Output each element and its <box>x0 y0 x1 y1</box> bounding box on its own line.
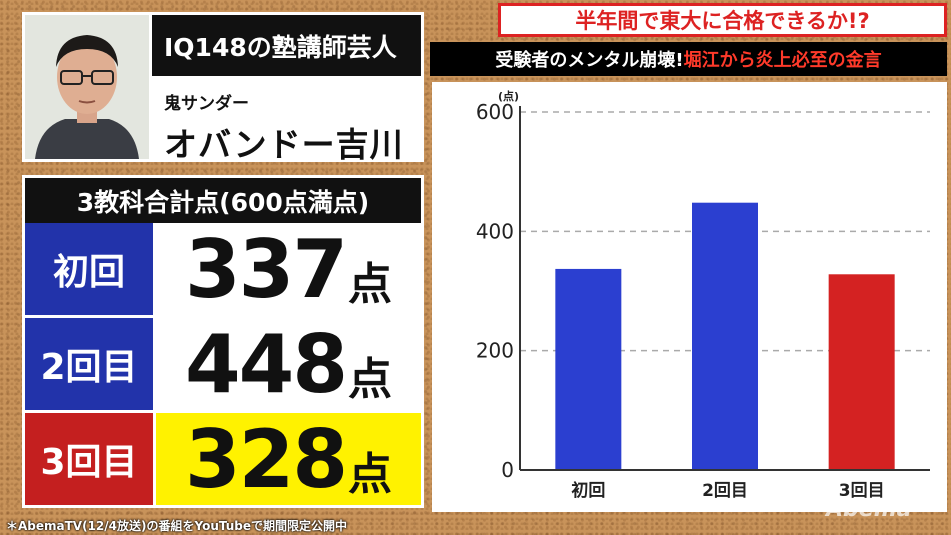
headline-sub-white: 受験者のメンタル崩壊! <box>495 50 684 71</box>
profile-name: オバンドー吉川 <box>164 125 404 164</box>
score-row-3: 3回目 328 点 <box>22 413 424 508</box>
score-table-header: 3教科合計点(600点満点) <box>22 175 424 223</box>
score-row-2: 2回目 448 点 <box>22 318 424 413</box>
score-unit: 点 <box>348 449 392 500</box>
score-number: 328 <box>185 412 348 506</box>
score-number: 337 <box>185 222 348 316</box>
profile-title: IQ148の塾講師芸人 <box>152 12 424 76</box>
y-tick-label: 400 <box>476 219 514 243</box>
score-number: 448 <box>185 317 348 411</box>
score-unit: 点 <box>348 354 392 405</box>
footer-note: ＊AbemaTV(12/4放送)の番組をYouTubeで期間限定公開中 <box>6 519 348 533</box>
y-tick-label: 600 <box>476 100 514 124</box>
x-tick-label: 初回 <box>571 480 605 501</box>
score-row-label: 2回目 <box>25 318 156 410</box>
score-row-value: 448 点 <box>156 317 421 411</box>
score-unit: 点 <box>348 259 392 310</box>
x-tick-label: 3回目 <box>839 481 885 501</box>
x-tick-label: 2回目 <box>702 481 748 501</box>
headline-main: 半年間で東大に合格できるか!? <box>498 3 947 37</box>
headline-sub: 受験者のメンタル崩壊! 堀江から炎上必至の金言 <box>430 42 947 76</box>
y-tick-label: 0 <box>501 458 514 482</box>
presenter-photo <box>22 12 152 162</box>
chart-canvas: (点) 0 200 400 600 初回 2回目 3回目 <box>476 89 930 501</box>
bar-初回 <box>555 268 622 470</box>
profile-name-box: 鬼サンダー オバンドー吉川 <box>152 76 424 164</box>
score-row-value: 337 点 <box>156 222 421 316</box>
score-row-1: 初回 337 点 <box>22 223 424 318</box>
score-bar-chart: (点) 0 200 400 600 初回 2回目 3回目 <box>432 82 947 512</box>
profile-subtitle: 鬼サンダー <box>164 94 249 114</box>
y-axis-unit-label: (点) <box>498 89 519 103</box>
abema-watermark-logo: Abema <box>826 497 912 522</box>
score-row-label: 3回目 <box>25 413 156 505</box>
y-tick-label: 200 <box>476 339 514 363</box>
bar-3回目 <box>828 274 895 470</box>
headline-sub-red: 堀江から炎上必至の金言 <box>683 50 882 71</box>
bar-2回目 <box>692 202 758 470</box>
score-row-value: 328 点 <box>156 412 421 506</box>
score-row-label: 初回 <box>25 223 156 315</box>
person-portrait-icon <box>25 15 149 159</box>
